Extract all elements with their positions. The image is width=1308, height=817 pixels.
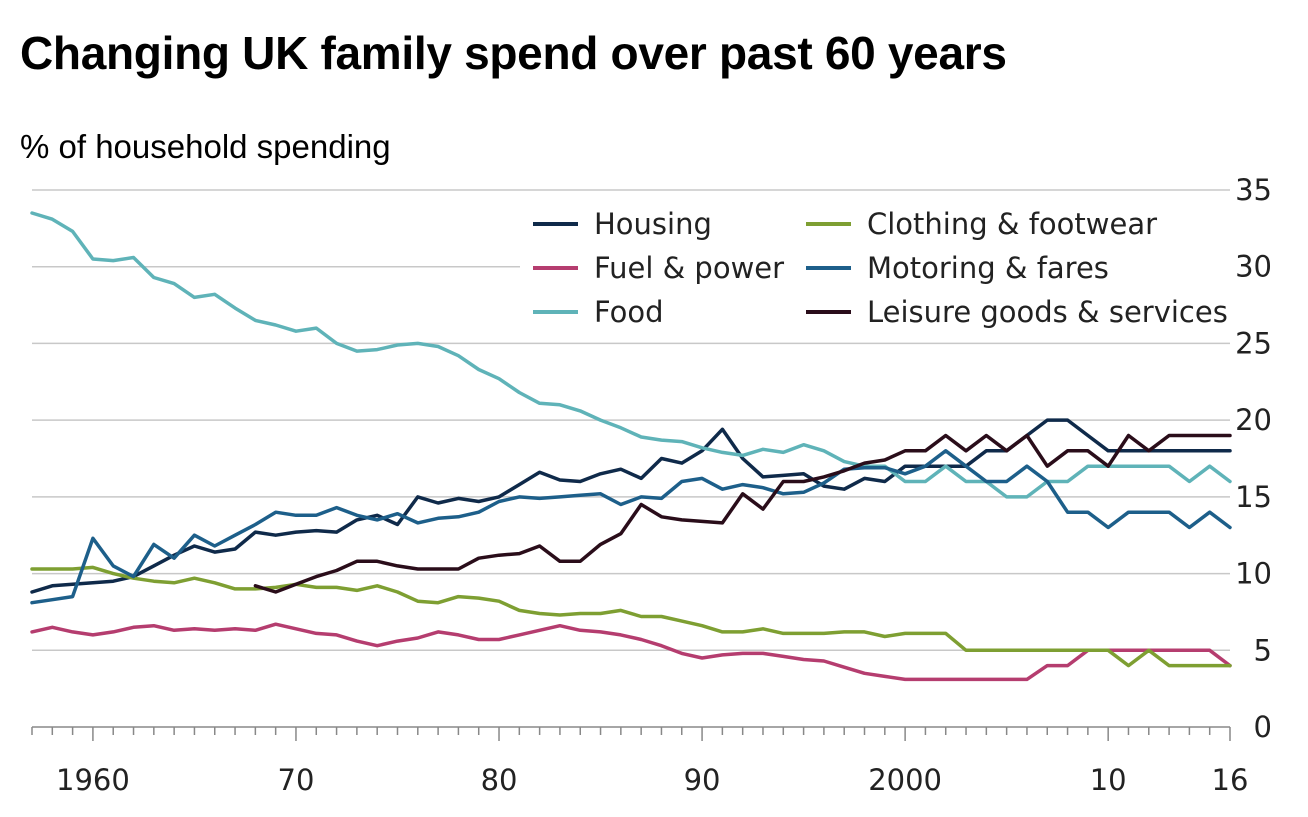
y-axis-tick-labels: 0 5 10 15 20 25 30 35 [1235,173,1272,744]
legend-label: Fuel & power [594,251,784,285]
legend-label: Clothing & footwear [867,207,1157,241]
y-tick-label: 0 [1254,710,1272,744]
series-line-leisure-goods-services [253,433,1232,594]
legend: Housing Fuel & power Food Clothing & footwe… [520,196,1230,338]
series-line-clothing-footwear [30,565,1232,668]
x-axis: 1960 70 80 90 2000 10 16 [31,726,1249,797]
x-tick-label: 1960 [56,763,130,797]
legend-background [520,196,1230,338]
y-tick-label: 25 [1235,326,1272,360]
series-line-motoring-fares [30,449,1232,605]
chart-title: Changing UK family spend over past 60 ye… [20,27,1007,79]
y-tick-label: 30 [1235,250,1272,284]
y-tick-label: 5 [1254,633,1272,667]
x-tick-label: 16 [1212,763,1249,797]
chart-subtitle: % of household spending [20,128,391,165]
legend-label: Leisure goods & services [867,295,1228,329]
legend-label: Housing [594,207,712,241]
series-line-housing [30,418,1232,594]
y-tick-label: 10 [1235,557,1272,591]
x-tick-label: 90 [684,763,721,797]
x-tick-label: 80 [481,763,518,797]
y-tick-label: 35 [1235,173,1272,207]
series-lines [30,211,1232,682]
x-tick-label: 2000 [868,763,942,797]
x-tick-label: 70 [278,763,315,797]
series-line-fuel-power [30,622,1232,682]
y-tick-label: 15 [1235,480,1272,514]
x-tick-label: 10 [1090,763,1127,797]
series-line-food [30,211,1232,499]
legend-label: Food [594,295,664,329]
legend-label: Motoring & fares [867,251,1109,285]
y-tick-label: 20 [1235,403,1272,437]
